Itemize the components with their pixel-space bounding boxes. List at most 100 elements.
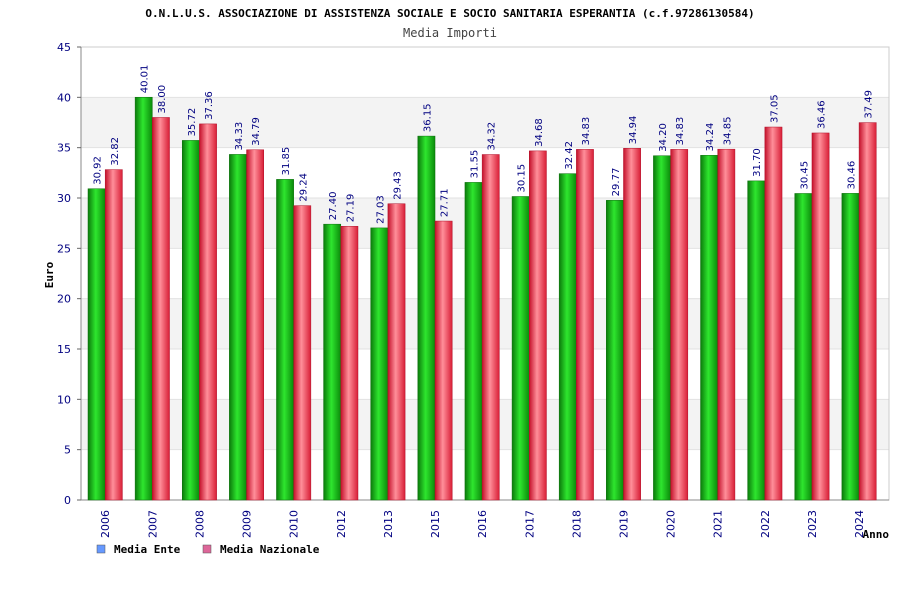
value-label-media-nazionale: 37.49: [864, 90, 875, 119]
value-label-media-ente: 30.46: [846, 161, 857, 190]
bar-media-ente: [747, 180, 766, 501]
bar-media-nazionale: [858, 122, 877, 501]
value-label-media-ente: 36.15: [422, 103, 433, 132]
bar-media-ente: [276, 179, 294, 501]
chart-subtitle: Media Importi: [403, 26, 497, 40]
bar-media-nazionale: [481, 154, 500, 501]
bar-media-nazionale: [293, 205, 312, 501]
bar-media-ente: [841, 193, 860, 501]
bar-media-ente: [794, 193, 813, 501]
value-label-media-nazionale: 34.85: [722, 117, 733, 146]
value-label-media-nazionale: 38.00: [157, 85, 168, 114]
y-tick-label: 15: [57, 343, 71, 356]
value-label-media-ente: 32.42: [564, 141, 575, 170]
bar-media-nazionale: [104, 169, 123, 501]
bar-media-nazionale: [623, 148, 641, 501]
bar-media-ente: [653, 155, 671, 501]
value-label-media-ente: 30.15: [517, 164, 528, 193]
y-tick-label: 5: [64, 444, 71, 457]
x-tick-label: 2016: [476, 510, 489, 538]
bar-media-nazionale: [764, 126, 783, 501]
bar-media-nazionale: [434, 220, 453, 501]
bars: [87, 96, 877, 501]
y-tick-label: 10: [57, 393, 71, 406]
bar-media-ente: [134, 96, 153, 501]
y-tick-label: 35: [57, 142, 71, 155]
bar-media-nazionale: [246, 149, 264, 501]
bar-media-nazionale: [199, 123, 217, 501]
bar-media-ente: [558, 173, 577, 501]
bar-media-nazionale: [340, 226, 359, 501]
value-label-media-ente: 31.85: [281, 147, 292, 176]
bar-media-ente: [229, 154, 247, 501]
bar-media-nazionale: [152, 117, 170, 501]
y-tick-label: 0: [64, 494, 71, 507]
value-label-media-ente: 27.40: [328, 192, 339, 221]
y-tick-label: 30: [57, 192, 71, 205]
value-label-media-ente: 30.92: [93, 156, 104, 185]
bar-media-ente: [606, 200, 624, 501]
bar-media-ente: [87, 188, 106, 501]
value-label-media-nazionale: 34.83: [581, 117, 592, 146]
legend: Media Ente Media Nazionale: [96, 543, 320, 556]
bar-media-ente: [181, 140, 200, 501]
x-tick-label: 2020: [665, 510, 678, 538]
bar-media-ente: [511, 196, 530, 501]
x-tick-label: 2006: [99, 510, 112, 538]
bar-media-nazionale: [811, 132, 830, 501]
value-label-media-nazionale: 37.05: [769, 94, 780, 123]
value-label-media-ente: 30.45: [799, 161, 810, 190]
bar-media-nazionale: [717, 148, 736, 501]
y-tick-label: 20: [57, 293, 71, 306]
bar-media-ente: [417, 135, 436, 501]
value-label-media-ente: 27.03: [375, 195, 386, 224]
y-tick-label: 45: [57, 41, 71, 54]
value-label-media-nazionale: 32.82: [110, 137, 121, 166]
bar-media-nazionale: [670, 149, 689, 501]
x-tick-label: 2017: [523, 510, 536, 538]
x-tick-label: 2022: [759, 510, 772, 538]
value-label-media-nazionale: 34.68: [534, 118, 545, 147]
value-label-media-ente: 34.24: [705, 123, 716, 152]
value-label-media-nazionale: 37.36: [204, 91, 215, 120]
value-label-media-nazionale: 34.32: [487, 122, 498, 151]
x-tick-label: 2013: [382, 510, 395, 538]
value-label-media-ente: 34.33: [234, 122, 245, 151]
value-label-media-nazionale: 36.46: [817, 100, 828, 129]
x-tick-label: 2023: [806, 510, 819, 538]
bar-media-nazionale: [387, 203, 406, 501]
x-tick-label: 2010: [288, 510, 301, 538]
x-tick-label: 2018: [570, 510, 583, 538]
x-tick-label: 2019: [617, 510, 630, 538]
y-axis-ticks: 0 5 10 15 20 25 30 35 40 45: [57, 41, 81, 507]
value-label-media-ente: 29.77: [611, 168, 622, 197]
chart-title: O.N.L.U.S. ASSOCIAZIONE DI ASSISTENZA SO…: [145, 7, 754, 20]
value-label-media-ente: 31.70: [752, 148, 763, 177]
x-tick-label: 2007: [146, 510, 159, 538]
x-tick-label: 2012: [335, 510, 348, 538]
x-tick-label: 2024: [853, 510, 866, 538]
x-tick-label: 2008: [193, 510, 206, 538]
value-label-media-nazionale: 27.19: [345, 194, 356, 223]
y-axis-label: Euro: [43, 261, 56, 288]
bar-media-ente: [700, 155, 718, 501]
value-label-media-nazionale: 34.94: [628, 116, 639, 145]
x-tick-label: 2009: [241, 510, 254, 538]
value-label-media-nazionale: 34.79: [251, 117, 262, 146]
value-label-media-ente: 34.20: [658, 123, 669, 152]
bar-media-ente: [370, 227, 389, 501]
bar-media-nazionale: [529, 150, 547, 501]
y-tick-label: 40: [57, 91, 71, 104]
bar-media-ente: [323, 223, 342, 501]
legend-swatch-media-ente: [96, 544, 106, 554]
value-label-media-nazionale: 29.43: [393, 171, 404, 200]
bar-media-ente: [464, 182, 483, 501]
legend-swatch-media-nazionale: [202, 544, 212, 554]
x-tick-label: 2015: [429, 510, 442, 538]
legend-label-media-nazionale: Media Nazionale: [220, 543, 320, 556]
bar-media-nazionale: [576, 149, 594, 501]
value-label-media-ente: 40.01: [140, 65, 151, 94]
value-labels: 30.92 32.82 40.01 38.00 35.72 37.36 34.33 34.79…: [93, 65, 875, 224]
x-tick-label: 2021: [712, 510, 725, 538]
